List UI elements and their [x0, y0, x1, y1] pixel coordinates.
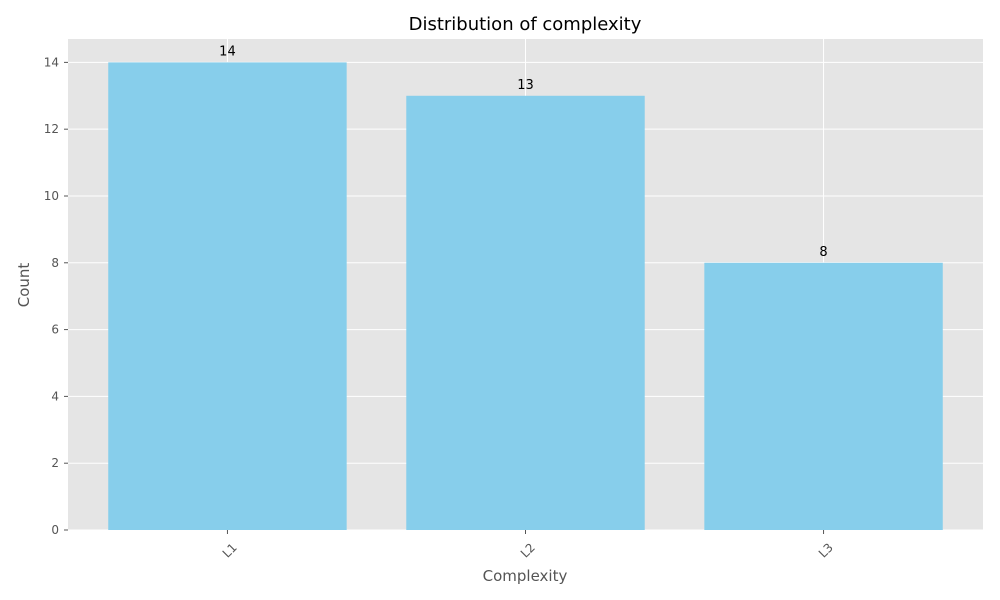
y-tick-label: 2 — [51, 456, 59, 470]
y-tick-label: 0 — [51, 523, 59, 537]
x-tick-label-l1: L1 — [220, 540, 240, 560]
x-axis: L1 L2 L3 — [220, 530, 836, 560]
x-tick-label-l3: L3 — [816, 540, 836, 560]
x-tick-label-l2: L2 — [518, 540, 538, 560]
y-axis: 0 2 4 6 8 10 12 14 — [44, 55, 68, 537]
bars — [108, 62, 943, 530]
x-axis-title: Complexity — [483, 567, 568, 585]
data-labels: 14 13 8 — [219, 44, 828, 259]
y-tick-label: 14 — [44, 55, 59, 69]
data-label-l1: 14 — [219, 44, 236, 59]
y-tick-label: 4 — [51, 389, 59, 403]
bar-l1 — [108, 62, 347, 530]
y-tick-label: 8 — [51, 256, 59, 270]
y-tick-label: 12 — [44, 122, 59, 136]
y-tick-label: 10 — [44, 189, 59, 203]
data-label-l3: 8 — [819, 245, 827, 260]
bar-l2 — [406, 95, 645, 530]
data-label-l2: 13 — [517, 78, 534, 93]
y-tick-label: 6 — [51, 323, 59, 337]
bar-l3 — [704, 262, 943, 530]
chart-title: Distribution of complexity — [409, 14, 642, 35]
y-axis-title: Count — [15, 263, 33, 308]
